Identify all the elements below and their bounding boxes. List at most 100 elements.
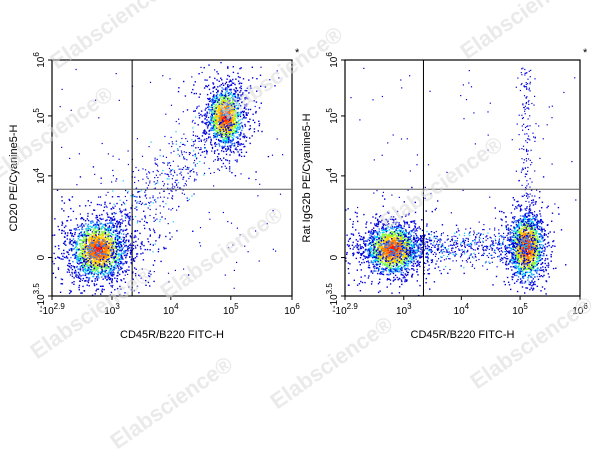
event-dot xyxy=(238,105,239,106)
event-dot xyxy=(106,195,107,196)
event-dot xyxy=(126,269,127,270)
event-dot xyxy=(106,273,107,274)
event-dot xyxy=(390,231,391,232)
event-dot xyxy=(89,226,90,227)
event-dot xyxy=(116,230,117,231)
event-dot xyxy=(192,155,193,156)
event-dot xyxy=(94,235,95,236)
event-dot xyxy=(117,288,118,289)
event-dot xyxy=(242,111,243,112)
event-dot xyxy=(199,161,200,162)
event-dot xyxy=(95,217,96,218)
event-dot xyxy=(124,203,125,204)
event-dot xyxy=(205,109,206,110)
event-dot xyxy=(99,256,100,257)
event-dot xyxy=(155,240,156,241)
event-dot xyxy=(128,150,129,151)
event-dot xyxy=(83,261,84,262)
event-dot xyxy=(229,120,230,121)
event-dot xyxy=(204,139,205,140)
event-dot xyxy=(69,298,70,299)
event-dot xyxy=(174,186,175,187)
event-dot xyxy=(119,274,120,275)
event-dot xyxy=(76,244,77,245)
event-dot xyxy=(222,109,223,110)
event-dot xyxy=(235,175,236,176)
event-dot xyxy=(208,64,209,65)
event-dot xyxy=(61,278,62,279)
event-dot xyxy=(44,236,45,237)
event-dot xyxy=(106,219,107,220)
event-dot xyxy=(107,236,108,237)
event-dot xyxy=(232,132,233,133)
event-dot xyxy=(113,274,114,275)
event-dot xyxy=(96,221,97,222)
event-dot xyxy=(106,241,107,242)
event-dot xyxy=(87,225,88,226)
event-dot xyxy=(108,275,109,276)
event-dot xyxy=(221,93,222,94)
event-dot xyxy=(282,154,283,155)
event-dot xyxy=(237,138,238,139)
event-dot xyxy=(97,253,98,254)
event-dot xyxy=(239,68,240,69)
event-dot xyxy=(159,193,160,194)
event-dot xyxy=(126,255,127,256)
event-dot xyxy=(155,164,156,165)
event-dot xyxy=(117,222,118,223)
event-dot xyxy=(79,153,80,154)
event-dot xyxy=(217,91,218,92)
event-dot xyxy=(395,275,396,276)
event-dot xyxy=(114,278,115,279)
event-dot xyxy=(181,174,182,175)
event-dot xyxy=(112,190,113,191)
event-dot xyxy=(207,122,208,123)
event-dot xyxy=(232,82,233,83)
event-dot xyxy=(233,93,234,94)
event-dot xyxy=(95,313,96,314)
event-dot xyxy=(194,179,195,180)
event-dot xyxy=(155,163,156,164)
event-dot xyxy=(97,265,98,266)
event-dot xyxy=(231,105,232,106)
event-dot xyxy=(245,108,246,109)
event-dot xyxy=(111,236,112,237)
event-dot xyxy=(229,160,230,161)
event-dot xyxy=(122,263,123,264)
event-dot xyxy=(161,173,162,174)
event-dot xyxy=(273,210,274,211)
event-dot xyxy=(85,280,86,281)
event-dot xyxy=(183,81,184,82)
event-dot xyxy=(229,125,230,126)
event-dot xyxy=(111,218,112,219)
event-dot xyxy=(254,128,255,129)
event-dot xyxy=(222,147,223,148)
event-dot xyxy=(90,246,91,247)
event-dot xyxy=(136,209,137,210)
event-dot xyxy=(184,158,185,159)
event-dot xyxy=(227,111,228,112)
event-dot xyxy=(243,78,244,79)
event-dot xyxy=(173,151,174,152)
event-dot xyxy=(91,280,92,281)
event-dot xyxy=(189,199,190,200)
event-dot xyxy=(117,233,118,234)
event-dot xyxy=(234,84,235,85)
event-dot xyxy=(156,175,157,176)
event-dot xyxy=(76,69,77,70)
event-dot xyxy=(153,171,154,172)
event-dot xyxy=(235,79,236,80)
event-dot xyxy=(404,276,405,277)
event-dot xyxy=(172,196,173,197)
event-dot xyxy=(179,187,180,188)
event-dot xyxy=(71,235,72,236)
event-dot xyxy=(84,265,85,266)
event-dot xyxy=(169,193,170,194)
event-dot xyxy=(137,245,138,246)
event-dot xyxy=(78,277,79,278)
event-dot xyxy=(98,259,99,260)
event-dot xyxy=(231,102,232,103)
event-dot xyxy=(233,103,234,104)
event-dot xyxy=(84,249,85,250)
event-dot xyxy=(117,278,118,279)
